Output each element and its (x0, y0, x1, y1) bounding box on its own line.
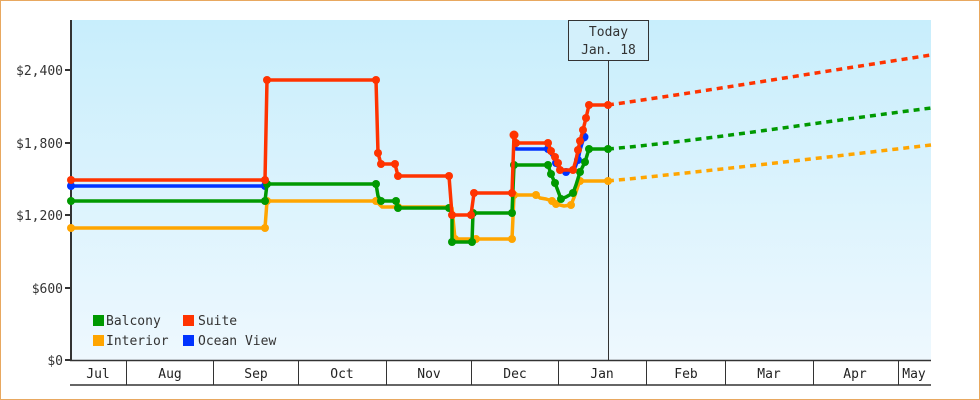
legend: Balcony Suite Interior Ocean View (93, 314, 276, 349)
month-label-oct: Oct (330, 367, 353, 382)
y-tick-label: $600 (32, 282, 63, 297)
suite-swatch-icon (183, 315, 194, 326)
balcony-forecast (607, 106, 932, 151)
suite-forecast (607, 53, 932, 107)
interior-forecast (607, 143, 932, 183)
x-axis: Jul Aug Sep Oct Nov Dec Jan Feb Mar Apr … (70, 359, 931, 386)
today-label-box (568, 20, 649, 61)
month-label-may: May (902, 367, 926, 382)
ocean-view-swatch-icon (183, 335, 194, 346)
month-label-jan: Jan (590, 367, 613, 382)
month-label-jul: Jul (86, 367, 109, 382)
today-label: Today (589, 25, 628, 40)
month-label-feb: Feb (674, 367, 698, 382)
y-axis: $2,400 $1,800 $1,200 $600 $0 (16, 20, 72, 369)
interior-swatch-icon (93, 335, 104, 346)
month-label-aug: Aug (158, 367, 181, 382)
y-tick-label: $0 (47, 354, 63, 369)
legend-item-interior[interactable]: Interior (93, 334, 169, 349)
series-balcony (67, 145, 612, 246)
month-label-nov: Nov (417, 367, 441, 382)
month-label-dec: Dec (503, 367, 526, 382)
legend-label: Balcony (106, 314, 161, 329)
legend-item-suite[interactable]: Suite (183, 314, 237, 329)
month-label-sep: Sep (244, 367, 268, 382)
today-marker: Today Jan. 18 (568, 20, 649, 360)
y-tick-label: $2,400 (16, 64, 63, 79)
legend-item-balcony[interactable]: Balcony (93, 314, 161, 329)
y-tick-label: $1,800 (16, 137, 63, 152)
plot-area (71, 20, 931, 360)
balcony-swatch-icon (93, 315, 104, 326)
today-date: Jan. 18 (581, 43, 636, 58)
legend-label: Interior (106, 334, 169, 349)
forecast-lines (607, 53, 932, 183)
legend-item-ocean-view[interactable]: Ocean View (183, 334, 276, 349)
month-label-apr: Apr (843, 367, 867, 382)
legend-label: Suite (198, 314, 237, 329)
legend-label: Ocean View (198, 334, 276, 349)
y-tick-label: $1,200 (16, 209, 63, 224)
series-suite (67, 76, 612, 219)
month-label-mar: Mar (757, 367, 781, 382)
